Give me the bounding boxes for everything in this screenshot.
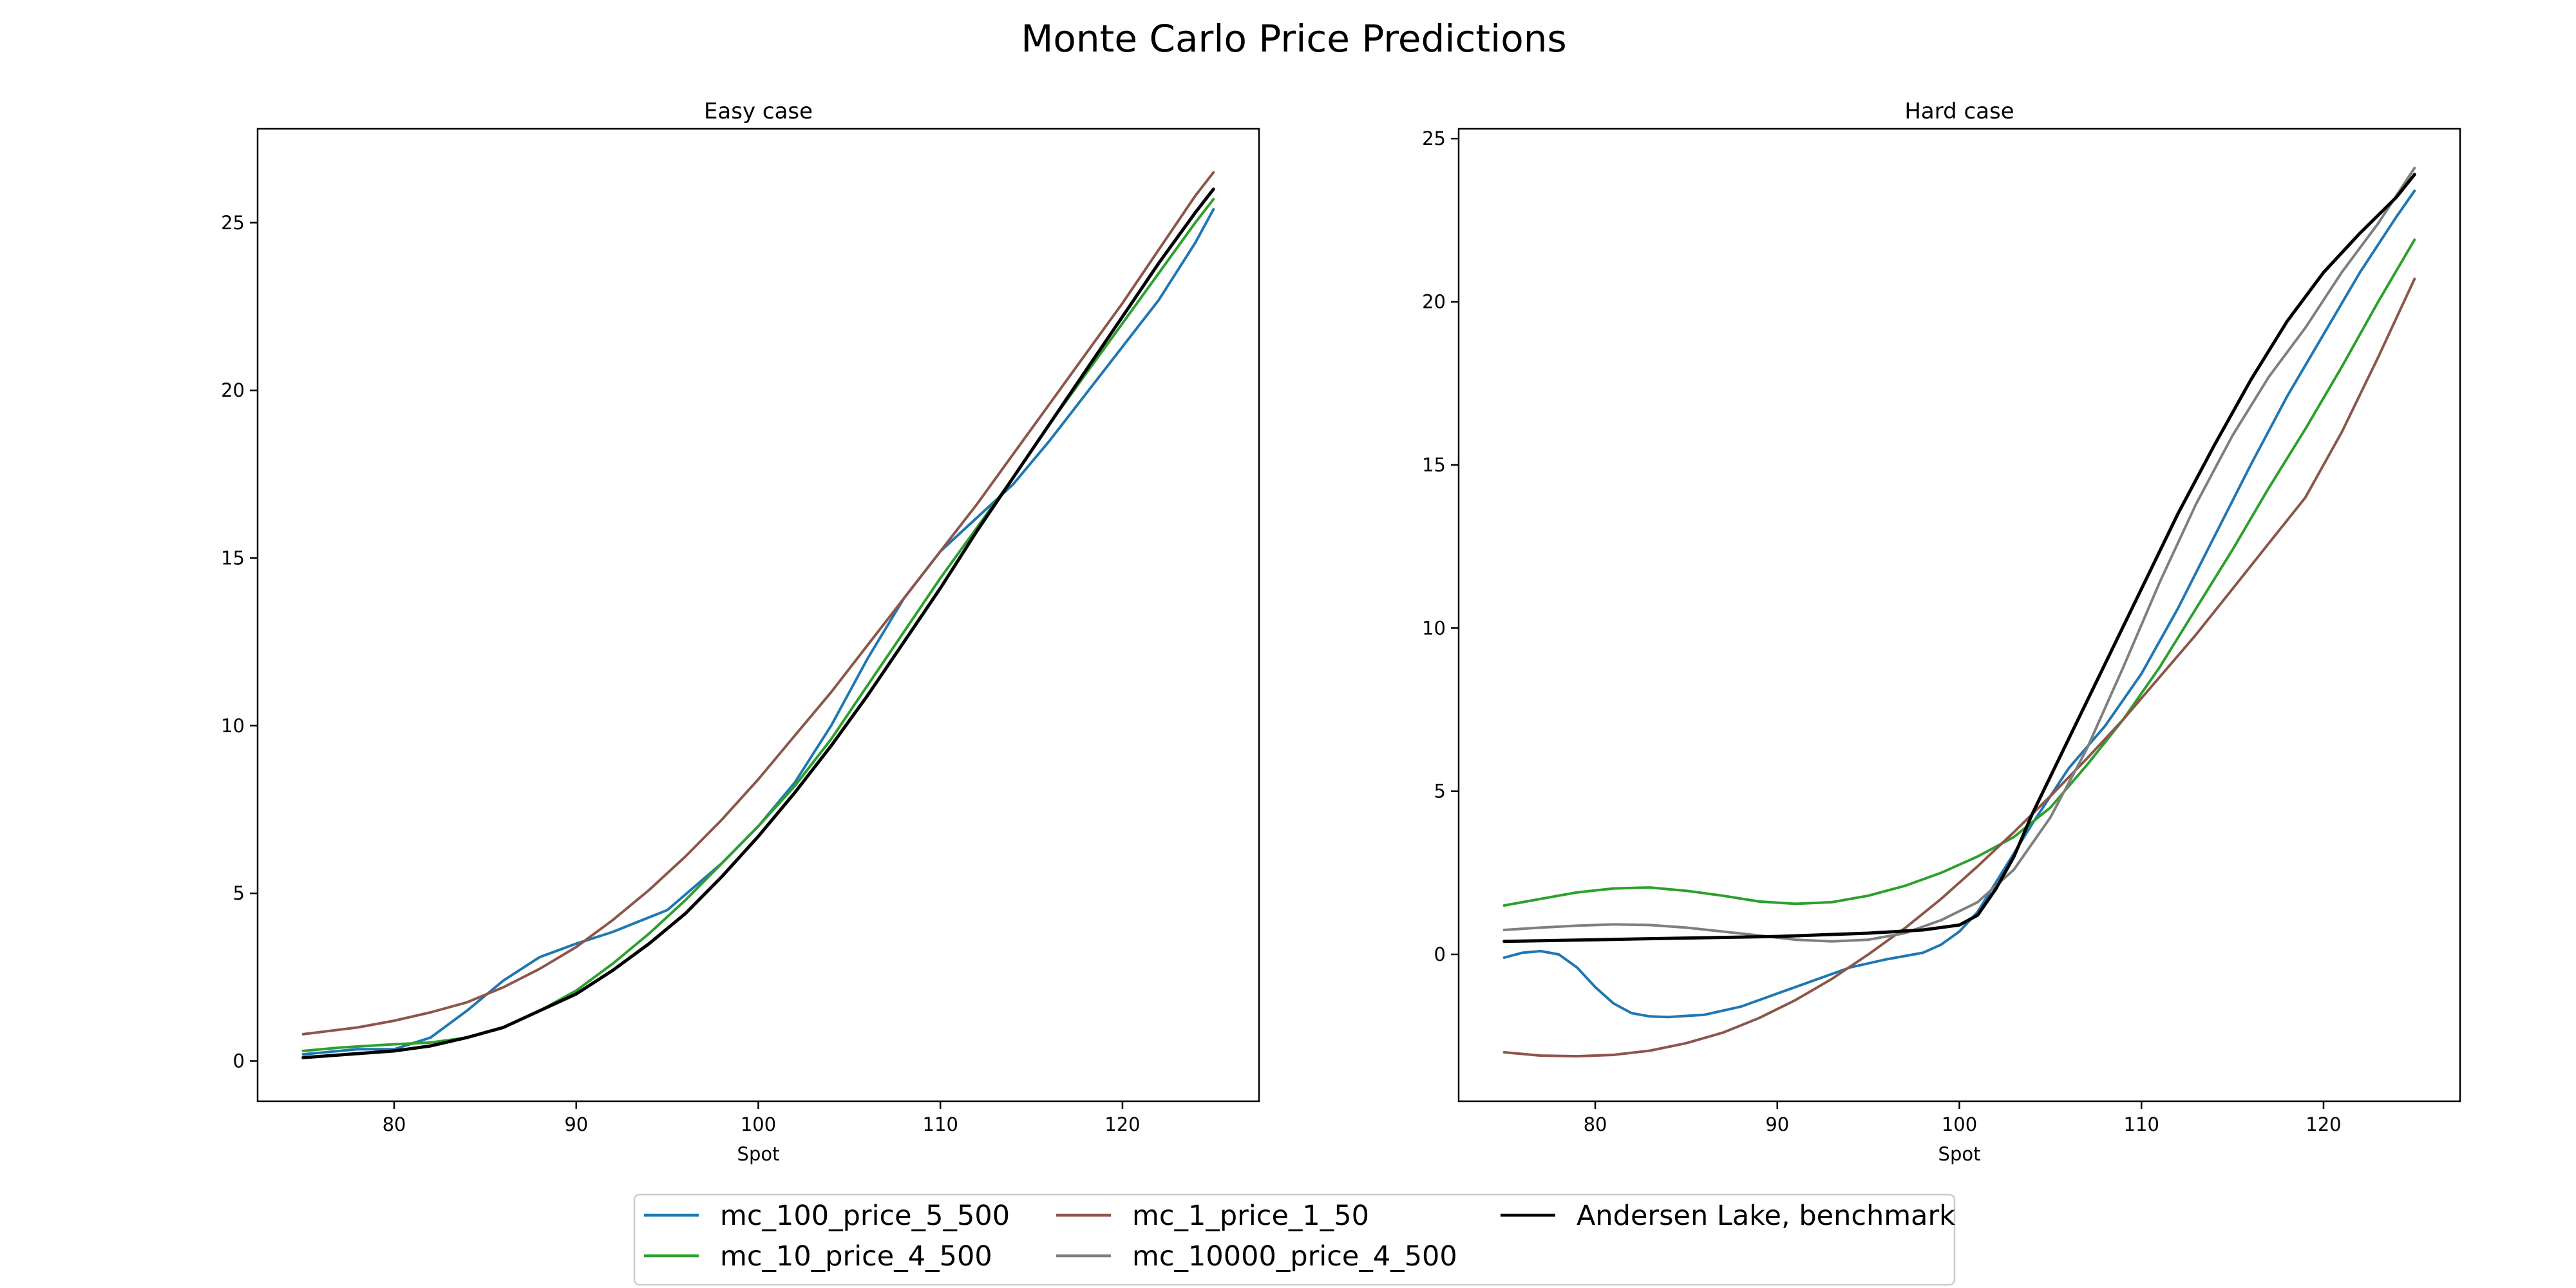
legend-label: mc_100_price_5_500 — [720, 1200, 1010, 1232]
y-tick-label: 20 — [1422, 291, 1446, 313]
legend-entry: mc_10000_price_4_500 — [1056, 1240, 1457, 1273]
series-line-mc-10-price-4-500 — [1502, 238, 2416, 907]
x-tick-label: 80 — [1584, 1113, 1607, 1135]
y-tick-label: 15 — [1422, 454, 1446, 476]
x-tick-label: 110 — [923, 1113, 958, 1135]
x-tick-label: 80 — [383, 1113, 406, 1135]
series-line-mc-100-price-5-500 — [1502, 189, 2416, 1019]
y-tick-label: 25 — [221, 212, 245, 234]
series-group-easy — [301, 171, 1215, 1059]
x-tick-label: 90 — [1765, 1113, 1789, 1135]
y-tick-label: 0 — [1434, 943, 1446, 965]
axes-frame-easy — [256, 128, 1260, 1103]
figure-title: Monte Carlo Price Predictions — [1021, 17, 1566, 61]
legend-label: mc_10_price_4_500 — [720, 1240, 992, 1273]
y-tick-label: 15 — [221, 547, 245, 569]
series-line-andersen-lake-benchmark — [1502, 173, 2416, 943]
y-tick-label: 25 — [1422, 128, 1446, 149]
y-tick-label: 10 — [221, 715, 245, 737]
y-tick-label: 5 — [233, 882, 245, 904]
y-tick-label: 5 — [1434, 781, 1446, 802]
series-line-mc-1-price-1-50 — [301, 171, 1215, 1036]
x-axis-label-hard: Spot — [1938, 1143, 1981, 1165]
series-line-andersen-lake-benchmark — [301, 187, 1215, 1059]
legend-label: mc_1_price_1_50 — [1132, 1200, 1369, 1232]
y-tick-label: 10 — [1422, 617, 1446, 639]
legend-label: mc_10000_price_4_500 — [1132, 1240, 1457, 1273]
x-tick-label: 100 — [1942, 1113, 1977, 1135]
series-line-mc-10-price-4-500 — [301, 198, 1215, 1052]
axes-frame-hard — [1457, 128, 2461, 1103]
y-tick-label: 20 — [221, 379, 245, 401]
legend-entry: mc_10_price_4_500 — [644, 1240, 992, 1273]
series-line-mc-10000-price-4-500 — [1502, 166, 2416, 943]
legend: mc_100_price_5_500 mc_10_price_4_500 mc_1_… — [633, 1193, 1956, 1286]
x-axis-label-easy: Spot — [737, 1143, 780, 1165]
axes-title-hard: Hard case — [1904, 99, 2014, 124]
x-tick-label: 100 — [741, 1113, 776, 1135]
y-tick-label: 0 — [233, 1050, 245, 1072]
axes-easy: Easy case 80 90 100 110 120 0 5 10 15 20 25 Spot — [221, 99, 1260, 1165]
x-tick-label: 120 — [2306, 1113, 2341, 1135]
x-tick-label: 90 — [564, 1113, 588, 1135]
series-line-mc-1-price-1-50 — [1502, 278, 2416, 1058]
x-tick-label: 110 — [2124, 1113, 2159, 1135]
legend-frame — [633, 1193, 1956, 1286]
legend-entry: mc_100_price_5_500 — [644, 1200, 1010, 1232]
axes-title-easy: Easy case — [704, 99, 813, 124]
x-tick-label: 120 — [1104, 1113, 1140, 1135]
axes-hard: Hard case 80 90 100 110 120 0 5 10 15 20 25 Spot — [1422, 99, 2461, 1165]
series-group-hard — [1502, 166, 2416, 1058]
series-line-mc-100-price-5-500 — [301, 208, 1215, 1056]
legend-label: Andersen Lake, benchmark — [1577, 1200, 1955, 1232]
legend-entry: mc_1_price_1_50 — [1056, 1200, 1369, 1232]
legend-entry: Andersen Lake, benchmark — [1501, 1200, 1955, 1232]
